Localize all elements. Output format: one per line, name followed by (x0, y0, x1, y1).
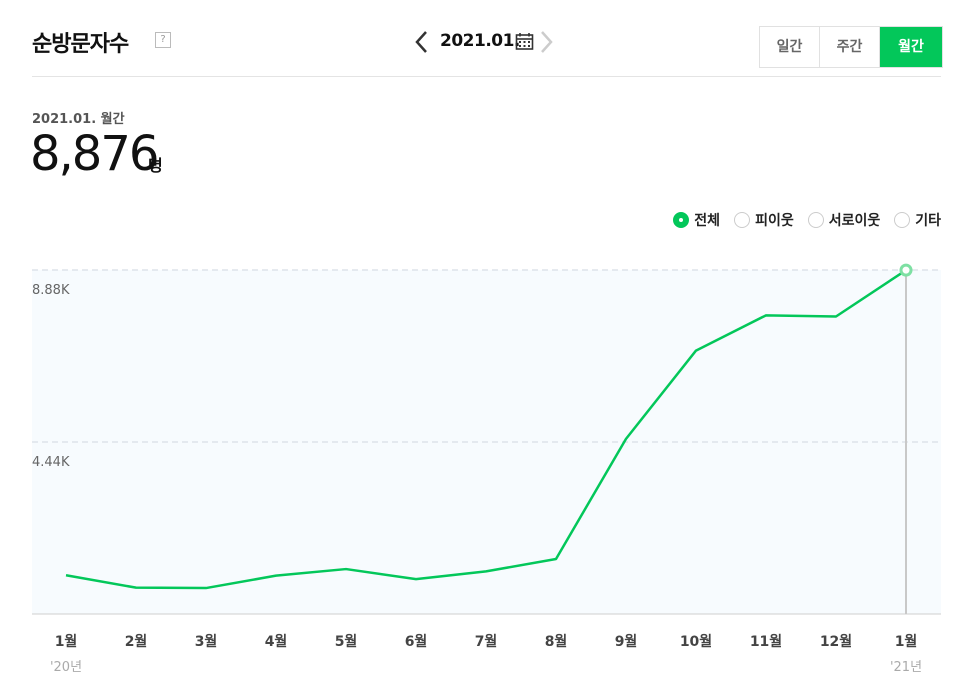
tab-weekly[interactable]: 주간 (820, 27, 880, 67)
x-tick-label: 7월 (475, 633, 498, 650)
period-label: 2021.01. 월간 (32, 112, 125, 127)
radio-icon (807, 212, 824, 228)
page-title: 순방문자수 (32, 32, 129, 57)
data-point[interactable] (415, 578, 417, 580)
data-point[interactable] (485, 570, 487, 572)
data-point[interactable] (205, 587, 207, 589)
x-tick-label: 3월 (195, 633, 218, 650)
x-tick-label: 1월 (55, 633, 78, 650)
x-tick-label: 10월 (680, 633, 712, 650)
radio-selected-icon (673, 212, 690, 228)
date-label: 2021.01. (440, 31, 520, 51)
x-tick-label: 5월 (335, 633, 358, 650)
y-tick-label: 8.88K (32, 283, 70, 298)
calendar-icon[interactable] (515, 32, 534, 51)
x-tick-label: 2월 (125, 633, 148, 650)
series-line (65, 269, 907, 590)
x-tick-label: 4월 (265, 633, 288, 650)
x-tick-label: 11월 (750, 633, 782, 650)
data-point[interactable] (555, 558, 557, 560)
legend-label: 피이웃 (755, 213, 794, 229)
data-point[interactable] (765, 314, 767, 316)
x-tick-label: 9월 (615, 633, 638, 650)
legend-label: 서로이웃 (828, 213, 881, 229)
data-point[interactable] (899, 263, 913, 277)
chevron-right-icon[interactable] (540, 30, 554, 54)
legend-mutual-neighbor[interactable]: 서로이웃 (807, 210, 881, 230)
legend-other[interactable]: 기타 (894, 210, 941, 230)
chevron-left-icon[interactable] (414, 30, 428, 54)
data-point[interactable] (275, 574, 277, 576)
legend: 전체 피이웃 서로이웃 기타 (673, 210, 941, 230)
data-point[interactable] (835, 315, 837, 317)
y-tick-label: 4.44K (32, 455, 70, 470)
data-point[interactable] (135, 586, 137, 588)
legend-label: 전체 (694, 213, 721, 229)
x-year-label: '21년 (890, 660, 922, 675)
period-toggle: 일간 주간 월간 (759, 26, 943, 68)
tab-monthly[interactable]: 월간 (880, 27, 942, 67)
visitor-count: 8,876 (30, 126, 159, 182)
help-icon[interactable]: ? (155, 32, 171, 48)
data-point[interactable] (625, 438, 627, 440)
tab-daily[interactable]: 일간 (760, 27, 820, 67)
x-year-label: '20년 (50, 660, 82, 675)
legend-label: 기타 (915, 213, 941, 229)
data-point[interactable] (695, 349, 697, 351)
legend-all[interactable]: 전체 (673, 210, 720, 230)
x-tick-label: 12월 (820, 633, 852, 650)
radio-icon (734, 212, 751, 228)
visitor-unit: 명 (148, 156, 163, 175)
x-tick-label: 6월 (405, 633, 428, 650)
x-tick-label: 1월 (895, 633, 918, 650)
header-divider (32, 76, 941, 77)
legend-neighbor[interactable]: 피이웃 (734, 210, 794, 230)
data-point[interactable] (345, 568, 347, 570)
x-tick-label: 8월 (545, 633, 568, 650)
data-point[interactable] (65, 574, 67, 576)
radio-icon (894, 212, 911, 228)
